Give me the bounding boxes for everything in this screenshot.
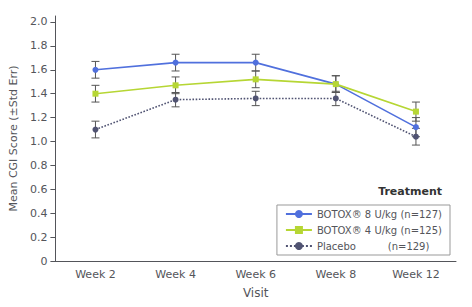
svg-text:0.6: 0.6: [30, 183, 48, 196]
svg-text:Week 8: Week 8: [315, 268, 356, 281]
svg-text:0.8: 0.8: [30, 159, 48, 172]
svg-text:0: 0: [40, 255, 47, 268]
svg-text:Mean CGI Score (±Std Err): Mean CGI Score (±Std Err): [7, 65, 20, 211]
svg-text:1.2: 1.2: [30, 111, 48, 124]
svg-text:1.6: 1.6: [30, 63, 48, 76]
svg-text:1.8: 1.8: [30, 39, 48, 52]
svg-text:Visit: Visit: [243, 286, 269, 300]
svg-text:Week 2: Week 2: [75, 268, 116, 281]
svg-text:1.4: 1.4: [30, 87, 48, 100]
svg-text:0.4: 0.4: [30, 207, 48, 220]
svg-text:1.0: 1.0: [30, 135, 48, 148]
svg-text:Week 4: Week 4: [155, 268, 196, 281]
svg-text:BOTOX® 4 U/kg (n=125): BOTOX® 4 U/kg (n=125): [317, 225, 442, 236]
svg-text:BOTOX® 8 U/kg (n=127): BOTOX® 8 U/kg (n=127): [317, 209, 442, 220]
svg-text:2.0: 2.0: [30, 15, 48, 28]
svg-text:Placebo (n=129): Placebo (n=129): [317, 241, 430, 252]
svg-text:Week 12: Week 12: [392, 268, 440, 281]
svg-text:0.2: 0.2: [30, 231, 48, 244]
svg-text:Week 6: Week 6: [235, 268, 276, 281]
svg-text:Treatment: Treatment: [378, 185, 442, 198]
